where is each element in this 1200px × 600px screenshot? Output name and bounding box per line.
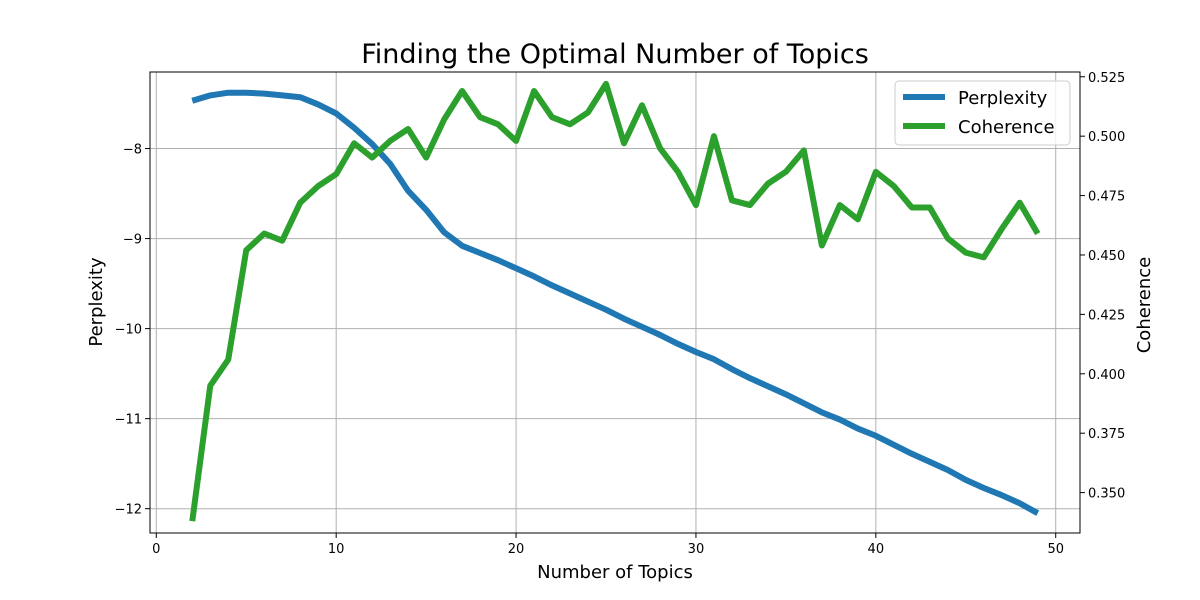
right-y-tick-label: 0.375 xyxy=(1088,427,1125,442)
right-y-tick-label: 0.425 xyxy=(1088,308,1125,323)
left-y-axis-title: Perplexity xyxy=(86,257,107,347)
right-y-tick-label: 0.400 xyxy=(1088,368,1125,383)
right-y-tick-label: 0.350 xyxy=(1088,487,1125,502)
x-tick-label: 30 xyxy=(688,542,705,557)
grid-layer xyxy=(150,72,1080,533)
right-y-tick-label: 0.450 xyxy=(1088,249,1125,264)
x-axis-title: Number of Topics xyxy=(537,562,693,583)
left-y-tick-label: −8 xyxy=(123,143,142,158)
right-y-axis-title: Coherence xyxy=(1134,257,1155,354)
right-y-tick-label: 0.525 xyxy=(1088,71,1125,86)
left-y-tick-label: −12 xyxy=(115,503,142,518)
x-tick-label: 10 xyxy=(328,542,345,557)
right-y-tick-label: 0.475 xyxy=(1088,190,1125,205)
legend-label-coherence: Coherence xyxy=(958,117,1055,138)
plot-frame xyxy=(149,71,1081,534)
x-tick-label: 50 xyxy=(1047,542,1064,557)
chart-title: Finding the Optimal Number of Topics xyxy=(361,39,869,70)
left-y-tick-label: −11 xyxy=(115,413,142,428)
right-y-tick-label: 0.500 xyxy=(1088,130,1125,145)
legend: Perplexity Coherence xyxy=(894,80,1071,146)
series-line-coherence xyxy=(189,80,1041,522)
left-y-tick-label: −10 xyxy=(115,323,142,338)
series-line-perplexity xyxy=(191,89,1040,516)
series-layer xyxy=(189,80,1041,522)
x-tick-label: 40 xyxy=(868,542,885,557)
x-tick-label: 0 xyxy=(152,542,160,557)
legend-label-perplexity: Perplexity xyxy=(958,88,1048,109)
x-tick-label: 20 xyxy=(508,542,525,557)
left-y-tick-label: −9 xyxy=(123,233,142,248)
tick-layer: 0 10 20 30 40 50 −12 −11 −10 −9 −8 0.350 0.375 0.400 0… xyxy=(115,71,1126,557)
